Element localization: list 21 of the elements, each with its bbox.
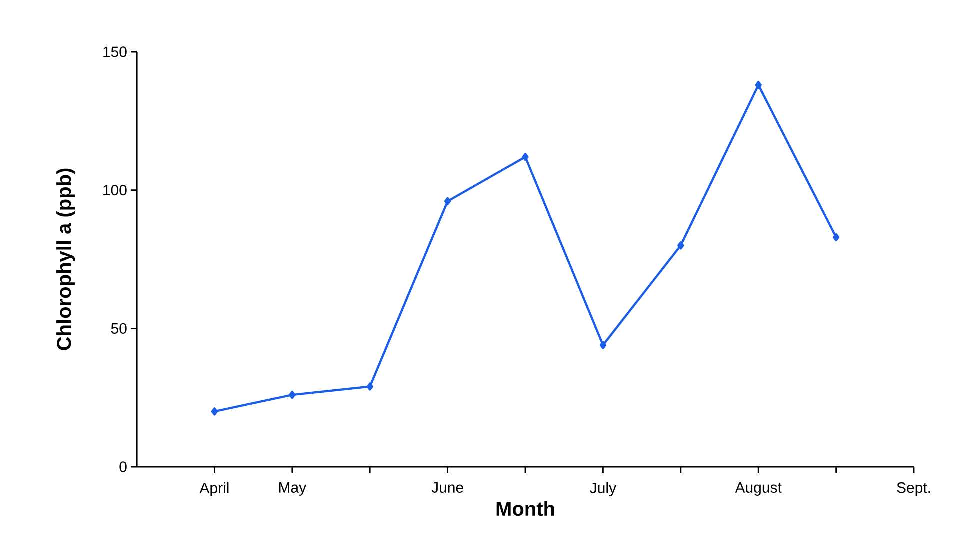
- x-tick-label: April: [200, 482, 229, 497]
- point: [755, 81, 762, 90]
- y-tick-label: 150: [104, 46, 127, 58]
- x-tick-label: May: [279, 482, 307, 496]
- x-tick-label: Sept.: [897, 482, 930, 496]
- y-tick-label: 0: [120, 462, 127, 472]
- x-tick-label: June: [432, 482, 464, 493]
- y-axis-title: Chlorophyll a (ppb): [56, 168, 76, 350]
- x-tick-label: July: [590, 482, 616, 497]
- point: [366, 382, 374, 391]
- x-tick-label: August: [735, 482, 782, 496]
- y-tick-label: 100: [104, 185, 127, 196]
- point: [678, 242, 684, 250]
- point: [211, 408, 218, 416]
- x-axis-title: Month: [496, 501, 554, 516]
- point: [444, 197, 452, 206]
- y-tick-label: 50: [111, 323, 127, 334]
- point: [832, 233, 840, 242]
- point: [600, 341, 607, 350]
- point: [522, 153, 529, 162]
- point: [289, 390, 296, 400]
